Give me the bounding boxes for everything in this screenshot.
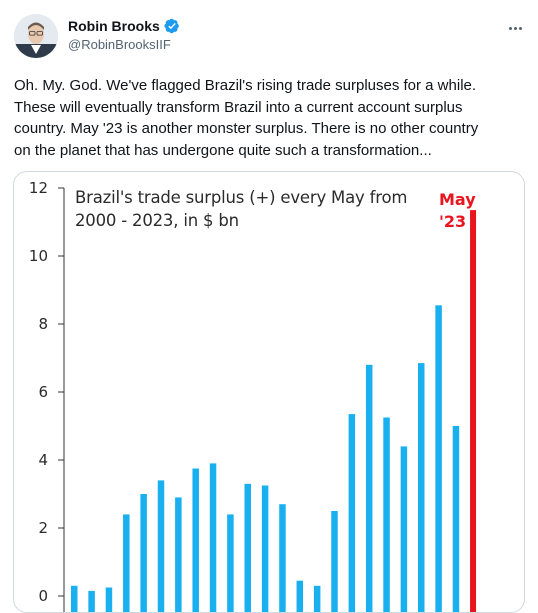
- bar-2006: [175, 497, 182, 612]
- tweet-media-chart[interactable]: 0 2 4 6 8 10 12 Brazil's trade surplus (+) eve…: [13, 171, 525, 613]
- y-tick-label: 0: [38, 587, 48, 605]
- bar-2023: [470, 210, 477, 612]
- avatar[interactable]: [14, 14, 58, 58]
- bar-2010: [244, 483, 251, 612]
- chart-title-line: 2000 - 2023, in $ bn: [75, 211, 239, 230]
- y-tick-label: 10: [29, 247, 48, 265]
- tweet-text: Oh. My. God. We've flagged Brazil's risi…: [14, 75, 519, 161]
- bar-2000: [71, 585, 78, 612]
- bar-2014: [313, 585, 321, 612]
- bar-2022: [452, 426, 460, 612]
- bar-2004: [140, 494, 147, 612]
- tweet-text-line: Oh. My. God. We've flagged Brazil's risi…: [14, 77, 477, 94]
- bar-2008: [209, 463, 217, 612]
- bar-2003: [123, 514, 130, 612]
- avatar-portrait: [14, 14, 58, 58]
- bar-2013: [296, 580, 304, 612]
- bar-2012: [279, 504, 286, 612]
- y-tick-label: 12: [29, 179, 48, 197]
- bar-2002: [105, 587, 113, 612]
- bar-2018: [383, 417, 390, 612]
- bar-2011: [261, 485, 269, 612]
- bar-2017: [365, 364, 373, 612]
- bar-2019: [400, 446, 408, 612]
- bar-2001: [88, 590, 95, 612]
- chart-title-line: Brazil's trade surplus (+) every May fro…: [75, 188, 408, 207]
- bar-2007: [192, 468, 199, 612]
- y-tick-label: 2: [38, 519, 48, 537]
- bar-2021: [435, 305, 442, 612]
- bar-chart: 0 2 4 6 8 10 12: [29, 179, 477, 612]
- annotation-line: '23: [439, 212, 467, 231]
- chart-annotation: May '23: [439, 189, 476, 233]
- bar-2016: [348, 414, 356, 612]
- tweet-text-line: country. May '23 is another monster surp…: [14, 120, 479, 137]
- more-options-icon[interactable]: [503, 18, 527, 38]
- display-name[interactable]: Robin Brooks: [68, 18, 160, 34]
- bar-2005: [157, 480, 165, 612]
- bar-2009: [227, 514, 234, 612]
- bar-2020: [418, 363, 425, 612]
- annotation-line: May: [439, 190, 476, 209]
- chart-title: Brazil's trade surplus (+) every May fro…: [75, 186, 407, 232]
- y-tick-label: 4: [38, 451, 48, 469]
- bar-2015: [331, 511, 338, 612]
- tweet-text-line: on the planet that has undergone quite s…: [14, 141, 432, 159]
- user-handle[interactable]: @RobinBrooksIIF: [68, 37, 171, 52]
- verified-badge-icon: [164, 18, 179, 34]
- y-tick-label: 8: [38, 315, 48, 333]
- y-tick-label: 6: [38, 383, 48, 401]
- tweet-text-line: These will eventually transform Brazil i…: [14, 98, 463, 116]
